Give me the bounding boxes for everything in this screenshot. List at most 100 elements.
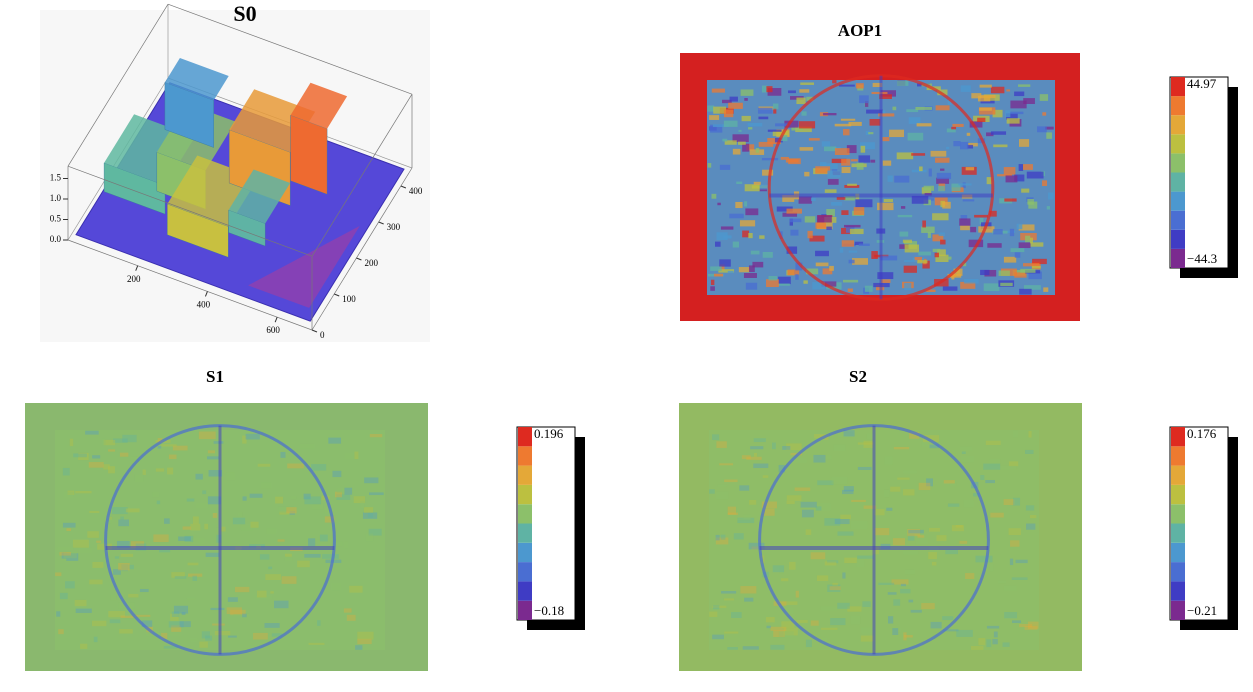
y-tick-label: 400	[409, 186, 423, 196]
colorbar-swatch	[518, 504, 532, 523]
heatmap-texture	[1005, 110, 1010, 117]
heatmap-texture	[892, 107, 896, 111]
heatmap-texture	[787, 501, 795, 504]
colorbar-swatch	[518, 485, 532, 504]
heatmap-texture	[712, 635, 724, 640]
heatmap-texture	[813, 455, 825, 463]
heatmap-texture	[744, 98, 748, 101]
heatmap-texture	[1014, 92, 1024, 97]
heatmap-texture	[744, 201, 747, 206]
heatmap-texture	[724, 480, 737, 483]
heatmap-texture	[898, 215, 912, 217]
heatmap-texture	[842, 167, 851, 173]
heatmap-texture	[243, 496, 247, 500]
heatmap-texture	[369, 492, 384, 495]
heatmap-texture	[714, 274, 723, 277]
heatmap-texture	[167, 468, 173, 475]
heatmap-texture	[931, 151, 947, 157]
heatmap-texture	[274, 601, 289, 609]
heatmap-texture	[841, 210, 848, 215]
heatmap-texture	[967, 133, 970, 136]
heatmap-texture	[364, 477, 378, 483]
heatmap-texture	[270, 591, 273, 593]
heatmap-texture	[987, 243, 1001, 248]
heatmap-texture	[859, 155, 871, 162]
heatmap-texture	[344, 608, 352, 612]
heatmap-texture	[731, 612, 742, 618]
heatmap-texture	[742, 116, 751, 121]
heatmap-texture	[903, 551, 918, 554]
heatmap-texture	[100, 534, 103, 538]
heatmap-texture	[721, 226, 733, 229]
surface-terrain	[291, 115, 328, 194]
heatmap-texture	[718, 484, 727, 486]
heatmap-texture	[707, 106, 714, 112]
heatmap-texture	[842, 240, 854, 246]
heatmap-texture	[830, 586, 841, 590]
heatmap-texture	[940, 240, 945, 245]
heatmap-texture	[64, 492, 73, 498]
heatmap-texture	[991, 87, 1004, 94]
heatmap-texture	[811, 620, 819, 625]
heatmap-texture	[977, 118, 985, 122]
heatmap-texture	[825, 562, 837, 566]
heatmap-texture	[738, 518, 751, 520]
heatmap-texture	[857, 163, 864, 170]
heatmap-texture	[739, 267, 750, 272]
heatmap-texture	[308, 538, 315, 546]
heatmap-texture	[835, 519, 850, 524]
heatmap-texture	[727, 647, 738, 650]
heatmap-texture	[360, 501, 364, 508]
heatmap-texture	[317, 620, 320, 626]
heatmap-texture	[63, 468, 70, 475]
heatmap-texture	[1010, 229, 1014, 236]
heatmap-texture	[917, 123, 932, 126]
y-tick-label: 100	[342, 294, 356, 304]
heatmap-texture	[1016, 560, 1028, 563]
heatmap-texture	[864, 441, 873, 448]
heatmap-texture	[990, 564, 994, 571]
heatmap-texture	[825, 189, 837, 193]
heatmap-texture	[821, 606, 838, 610]
heatmap-texture	[974, 215, 988, 218]
colorbar-swatch	[1171, 446, 1185, 465]
heatmap-texture	[859, 95, 869, 103]
colorbar-swatch	[1171, 77, 1185, 96]
heatmap-texture	[748, 233, 752, 238]
colorbar-swatch	[1171, 524, 1185, 543]
heatmap-texture	[121, 554, 133, 557]
heatmap-texture	[1021, 189, 1029, 193]
heatmap-texture	[800, 82, 814, 84]
heatmap-texture	[1028, 622, 1039, 629]
heatmap-texture	[122, 435, 136, 442]
heatmap-texture	[716, 535, 720, 540]
colorbar-swatch	[518, 562, 532, 581]
heatmap-texture	[856, 560, 864, 567]
heatmap-texture	[76, 609, 92, 613]
heatmap-texture	[958, 183, 971, 185]
heatmap-texture	[738, 142, 746, 145]
heatmap-texture	[355, 645, 362, 650]
heatmap-texture	[1030, 515, 1036, 518]
heatmap-texture	[797, 620, 808, 623]
heatmap-texture	[366, 534, 373, 542]
heatmap-texture	[102, 439, 106, 445]
heatmap-texture	[832, 477, 848, 484]
heatmap-texture	[768, 130, 782, 132]
colorbar-swatch	[518, 524, 532, 543]
heatmap-texture	[748, 127, 752, 129]
heatmap-texture	[1023, 263, 1039, 266]
heatmap-texture	[942, 202, 950, 209]
heatmap-texture	[260, 554, 269, 559]
heatmap-texture	[178, 536, 191, 541]
heatmap-texture	[152, 492, 159, 497]
heatmap-texture	[716, 491, 728, 499]
heatmap-texture	[1011, 248, 1025, 252]
heatmap-texture	[58, 629, 63, 634]
colorbar-swatch	[518, 427, 532, 446]
heatmap-texture	[709, 489, 715, 493]
heatmap-texture	[953, 141, 960, 146]
heatmap-texture	[719, 259, 731, 266]
heatmap-texture	[120, 517, 124, 520]
heatmap-texture	[724, 110, 733, 118]
